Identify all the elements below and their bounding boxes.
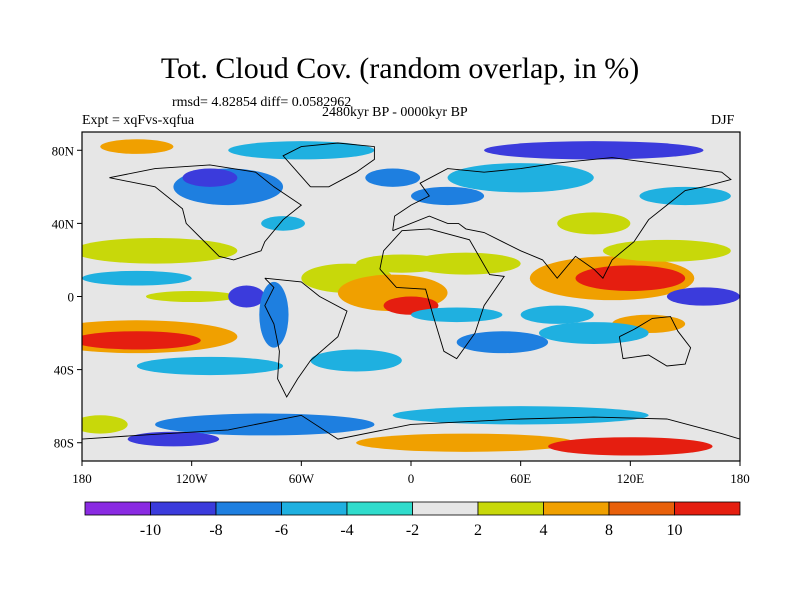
colorbar-label: -6	[275, 522, 288, 539]
colorbar-swatch	[215, 501, 282, 516]
field-blob	[365, 168, 421, 187]
field-blob	[557, 212, 631, 235]
field-blob	[666, 287, 740, 306]
y-tick-label: 40S	[54, 363, 74, 378]
field-blob	[145, 291, 238, 302]
colorbar-swatch	[84, 501, 151, 516]
season-label: DJF	[711, 113, 735, 128]
coastline	[379, 228, 505, 360]
field-blob	[228, 285, 265, 308]
field-blob	[82, 331, 201, 350]
colorbar-label: -4	[340, 522, 353, 539]
coastline	[282, 142, 375, 188]
y-tick-label: 0	[68, 290, 75, 305]
field-blob	[356, 433, 576, 452]
coastline	[618, 316, 692, 367]
colorbar-label: 10	[667, 522, 683, 539]
colorbar-label: -8	[209, 522, 222, 539]
field-blob	[484, 141, 704, 160]
field-blob	[411, 252, 521, 275]
colorbar-swatch	[281, 501, 348, 516]
field-blob	[82, 270, 192, 286]
y-tick-label: 40N	[52, 216, 75, 231]
colorbar-swatch	[346, 501, 413, 516]
colorbar-swatch	[150, 501, 217, 516]
x-tick-label: 60W	[289, 471, 315, 486]
coastline	[82, 414, 740, 440]
field-blob	[261, 216, 305, 231]
colorbar-swatch	[477, 501, 544, 516]
field-layer	[82, 139, 740, 456]
field-blob	[548, 437, 713, 456]
field-blob	[520, 305, 594, 324]
field-blob	[82, 415, 128, 434]
field-blob	[259, 281, 289, 348]
period-label: 2480kyr BP - 0000kyr BP	[322, 105, 468, 120]
coastline	[264, 277, 348, 398]
field-blob	[228, 141, 375, 160]
field-blob	[602, 239, 731, 262]
x-tick-label: 180	[730, 471, 750, 486]
field-blob	[182, 168, 238, 187]
field-blob	[392, 406, 649, 425]
colorbar-swatch	[608, 501, 675, 516]
field-blob	[575, 265, 686, 292]
field-blob	[411, 307, 503, 323]
field-blob	[155, 413, 375, 436]
colorbar-label: 8	[605, 522, 613, 539]
x-tick-label: 120E	[617, 471, 645, 486]
coastline	[392, 157, 732, 279]
experiment-label: Expt = xqFvs-xqfua	[82, 113, 195, 128]
field-blob	[447, 163, 594, 193]
field-blob	[411, 186, 485, 206]
colorbar-label: -10	[140, 522, 161, 539]
x-tick-label: 0	[408, 471, 415, 486]
x-tick-label: 120W	[176, 471, 209, 486]
x-tick-label: 60E	[510, 471, 531, 486]
field-blob	[127, 431, 220, 447]
colorbar-label: -2	[406, 522, 419, 539]
field-blob	[538, 322, 649, 345]
colorbar-swatch	[543, 501, 610, 516]
colorbar-swatch	[412, 501, 479, 516]
colorbar-label: 4	[540, 522, 548, 539]
field-blob	[82, 238, 238, 264]
coastline	[109, 164, 303, 261]
field-blob	[456, 331, 549, 354]
coastline-layer	[82, 142, 740, 440]
field-blob	[136, 356, 284, 376]
stats-label: rmsd= 4.82854 diff= 0.0582962	[172, 95, 352, 110]
field-blob	[639, 186, 731, 206]
axis-ticks: 180 120W 60W 0 60E 120E 180 80N 40N 0 40S 80S	[52, 143, 750, 486]
field-blob	[310, 349, 402, 372]
x-tick-label: 180	[72, 471, 92, 486]
chart-title: Tot. Cloud Cov. (random overlap, in %)	[160, 52, 640, 85]
colorbar-label: 2	[474, 522, 482, 539]
field-blob	[100, 139, 174, 154]
y-tick-label: 80N	[52, 143, 75, 158]
colorbar: -10 -8 -6 -4 -2 2 4 8 10	[84, 501, 741, 539]
y-tick-label: 80S	[54, 436, 74, 451]
colorbar-swatch	[674, 501, 741, 516]
